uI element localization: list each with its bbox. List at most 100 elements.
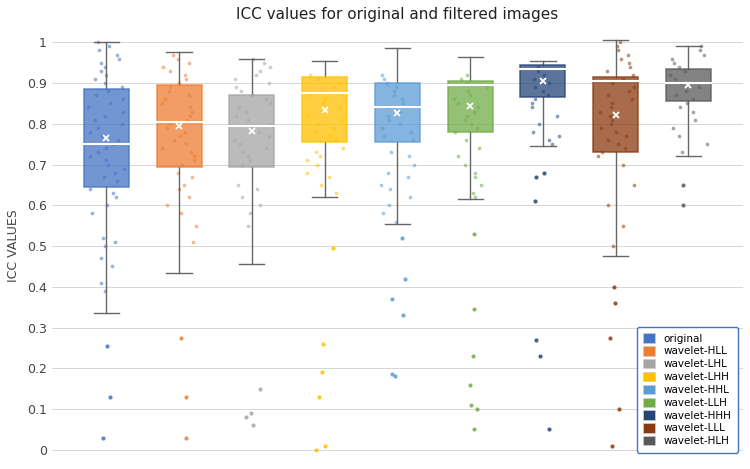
Point xyxy=(460,136,472,144)
Point xyxy=(89,116,101,123)
Point xyxy=(92,149,104,156)
Point xyxy=(334,104,346,111)
Point xyxy=(106,189,118,197)
Point xyxy=(98,173,110,181)
Point xyxy=(236,193,248,201)
Point xyxy=(614,405,626,413)
Point xyxy=(93,47,105,54)
Point xyxy=(466,352,478,360)
Point xyxy=(664,71,676,79)
Point xyxy=(376,124,388,132)
Point xyxy=(682,356,694,364)
Point xyxy=(608,242,619,250)
Point xyxy=(467,108,479,115)
Point xyxy=(182,116,194,123)
Point xyxy=(98,287,110,295)
Point xyxy=(178,181,190,189)
Point xyxy=(397,99,409,107)
Point xyxy=(229,75,241,83)
Point xyxy=(172,169,184,176)
Point xyxy=(529,96,541,103)
Point xyxy=(304,71,316,79)
Point xyxy=(190,222,202,229)
Point xyxy=(530,173,542,181)
Point xyxy=(698,51,709,58)
Point xyxy=(528,75,540,83)
Point xyxy=(95,67,107,75)
Point xyxy=(174,132,186,140)
Point xyxy=(481,83,493,91)
Point xyxy=(376,210,388,217)
Point xyxy=(609,299,621,307)
Point xyxy=(242,222,254,229)
Point xyxy=(602,91,613,99)
Point xyxy=(92,124,104,132)
Point xyxy=(110,193,122,201)
Point xyxy=(464,91,476,99)
Point xyxy=(676,202,688,209)
Point xyxy=(166,51,178,58)
Point xyxy=(184,104,196,111)
Point xyxy=(676,149,688,156)
Point xyxy=(316,108,328,115)
Point xyxy=(397,234,409,242)
Point xyxy=(622,51,634,58)
Point xyxy=(398,311,410,319)
Point xyxy=(264,99,276,107)
Point xyxy=(448,96,460,103)
Point xyxy=(389,373,401,380)
Point xyxy=(614,38,626,46)
Point xyxy=(310,149,322,156)
Point xyxy=(186,173,198,181)
Point xyxy=(616,222,628,229)
Point xyxy=(182,91,194,99)
Point xyxy=(155,99,167,107)
Point xyxy=(315,181,327,189)
Point xyxy=(543,426,555,433)
Point xyxy=(386,149,398,156)
Point xyxy=(602,136,614,144)
Point xyxy=(180,393,192,401)
Point xyxy=(175,334,187,341)
Point xyxy=(118,96,130,103)
Point xyxy=(551,112,563,120)
Point xyxy=(667,124,679,132)
Bar xyxy=(230,95,274,166)
Point xyxy=(459,161,471,168)
Point xyxy=(109,238,121,246)
Point xyxy=(185,149,197,156)
Point xyxy=(236,161,248,168)
Point xyxy=(260,96,272,103)
Point xyxy=(155,144,167,152)
Bar xyxy=(593,77,638,152)
Point xyxy=(176,161,188,168)
Point xyxy=(180,434,192,441)
Point xyxy=(184,112,196,120)
Point xyxy=(617,75,629,83)
Point xyxy=(230,112,242,120)
Point xyxy=(543,79,555,87)
Point xyxy=(86,210,98,217)
Point xyxy=(302,112,313,120)
Point xyxy=(84,128,96,136)
Point xyxy=(601,67,613,75)
Point xyxy=(673,132,685,140)
Point xyxy=(106,263,118,270)
Point xyxy=(376,71,388,79)
Point xyxy=(687,96,699,103)
Point xyxy=(537,87,549,95)
Point xyxy=(468,230,480,238)
Bar xyxy=(448,81,493,132)
Point xyxy=(388,91,400,99)
Point xyxy=(117,108,129,115)
Point xyxy=(319,442,331,449)
Point xyxy=(264,63,276,70)
Point xyxy=(386,371,398,378)
Point xyxy=(172,55,184,62)
Point xyxy=(460,112,472,120)
Point xyxy=(468,426,480,433)
Point xyxy=(161,202,173,209)
Point xyxy=(186,108,198,115)
Point xyxy=(84,152,96,160)
Point xyxy=(452,99,464,107)
